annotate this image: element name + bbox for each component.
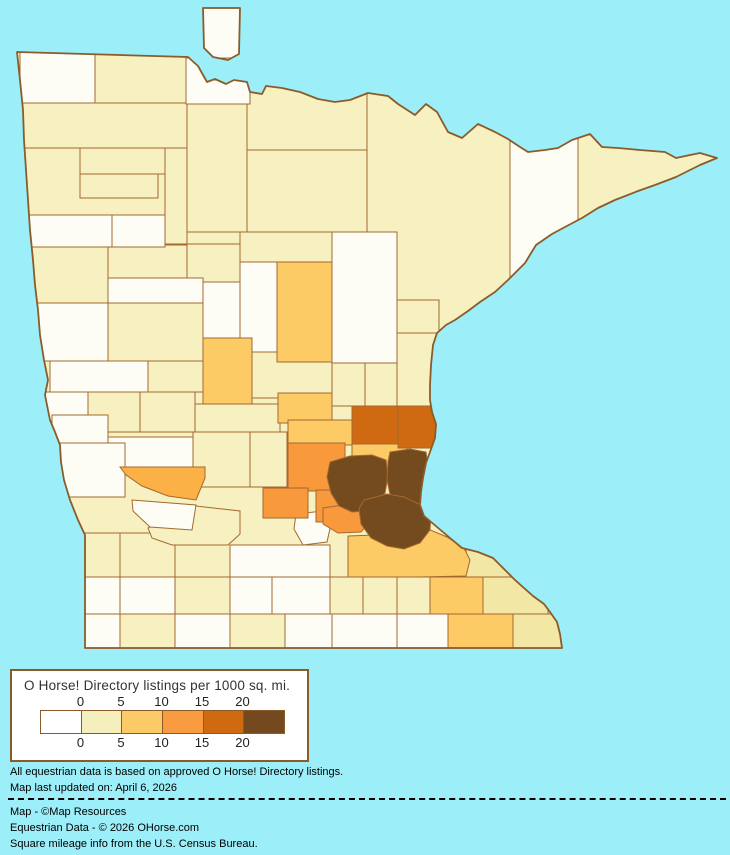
county-olmsted [429,576,484,615]
county-mahnomen [111,214,166,248]
legend-swatch-1 [81,711,123,733]
legend-box: O Horse! Directory listings per 1000 sq.… [10,669,309,762]
legend-tick-label: 20 [235,735,250,750]
legend-swatch-0 [41,711,82,733]
county-beltrami [186,102,248,233]
county-pennington [79,147,166,175]
legend-swatch-2 [122,711,164,733]
legend-swatch-4 [203,711,245,733]
county-blue-earth [271,576,331,615]
county-sherburne [287,419,361,446]
county-douglas [147,360,204,393]
legend-tick-label: 10 [154,694,169,709]
county-red-lake [79,173,159,199]
county-chisago [397,405,439,449]
county-murray [119,576,176,615]
county-marshall [19,102,188,149]
county-freeborn [331,613,398,648]
credit-map: Map - ©Map Resources [10,806,127,818]
note-last-updated: Map last updated on: April 6, 2026 [10,782,177,794]
county-rock [84,613,121,648]
county-cass-north [239,231,333,263]
county-carlton [396,299,440,334]
county-martin [229,613,286,648]
county-otter-tail [107,302,204,362]
county-dodge [396,576,431,615]
legend-tick-label: 10 [154,735,169,750]
legend-color-bar [40,710,285,734]
county-big-stone [51,414,109,444]
county-norman [19,214,113,248]
county-jackson [174,613,231,648]
map-svg [16,7,718,649]
legend-swatch-5 [244,711,285,733]
county-dakota [358,493,432,550]
note-data-source: All equestrian data is based on approved… [10,766,344,778]
legend-tick-label: 0 [76,735,85,750]
county-watonwan [229,576,273,615]
county-todd [202,337,253,405]
county-steele [362,576,398,615]
legend-ticks-bottom: 0 5 10 15 20 [12,735,307,750]
county-wadena [202,281,241,339]
county-nicollet [229,544,331,578]
county-yellow-medicine [119,466,206,501]
county-mille-lacs [331,362,366,407]
county-mcleod [262,487,309,519]
dashed-separator [8,798,726,800]
county-crow-wing [276,261,333,363]
nw-angle-outline [202,7,241,61]
county-clearwater [164,147,188,245]
county-lincoln [84,532,121,578]
county-meeker [249,431,288,488]
county-waseca [329,576,364,615]
county-fillmore [447,613,514,648]
county-mower [396,613,449,648]
legend-tick-label: 0 [76,694,85,709]
credit-equestrian-data: Equestrian Data - © 2026 OHorse.com [10,822,200,834]
legend-ticks-top: 0 5 10 15 20 [12,694,307,709]
county-aitkin [331,231,398,364]
county-benton [277,392,333,424]
county-faribault [284,613,333,648]
legend-tick-label: 5 [117,735,125,750]
legend-swatch-3 [163,711,204,733]
county-cottonwood [174,576,231,615]
county-becker-south [107,277,204,304]
credit-square-mileage: Square mileage info from the U.S. Census… [10,838,258,850]
legend-title: O Horse! Directory listings per 1000 sq.… [24,678,291,693]
legend-tick-label: 15 [194,735,210,750]
county-pipestone [84,576,121,615]
county-kanabec [364,362,398,407]
county-isanti [351,405,399,445]
legend-tick-label: 15 [194,694,210,709]
county-pope [139,391,196,433]
state-outline [16,51,718,649]
legend-tick-label: 20 [235,694,250,709]
county-renville-sw [131,499,197,531]
county-grant [49,360,149,393]
county-redwood [147,505,241,546]
county-nobles [119,613,176,648]
legend-tick-label: 5 [117,694,125,709]
county-itasca [246,149,368,233]
minnesota-county-map [16,7,718,649]
